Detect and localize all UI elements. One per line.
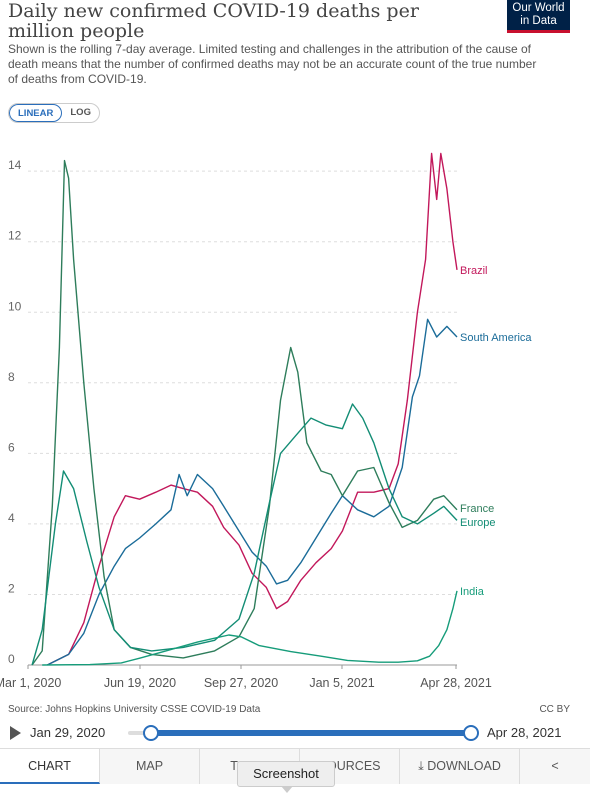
y-tick-label: 0 [8,652,15,666]
series-line-europe [31,403,458,666]
share-icon: < [551,759,559,773]
log-scale-button[interactable]: LOG [70,107,91,118]
download-label: DOWNLOAD [427,759,501,773]
linear-scale-button[interactable]: LINEAR [9,104,63,122]
chart-title: Daily new confirmed COVID-19 deaths per … [8,0,419,42]
x-tick-label: Apr 28, 2021 [420,676,492,690]
owid-logo[interactable]: Our World in Data [507,0,570,33]
share-button[interactable]: < [519,749,590,784]
license-badge[interactable]: CC BY [539,704,570,715]
source-note[interactable]: Source: Johns Hopkins University CSSE CO… [8,704,261,715]
download-icon: ⤓ [418,759,428,773]
series-label: India [460,586,485,598]
y-tick-label: 4 [8,511,15,525]
series-line-france [31,159,458,666]
series-label: Europe [460,517,495,529]
chart-subtitle: Shown is the rolling 7-day average. Limi… [8,42,537,86]
series-label: South America [460,332,532,344]
series-line-india [42,590,458,666]
timeline-start-label: Jan 29, 2020 [30,725,106,740]
x-tick-label: Sep 27, 2020 [204,676,278,690]
y-tick-label: 8 [8,370,15,384]
series-line-brazil [46,152,458,666]
timeline-slider[interactable]: Jan 29, 2020 Apr 28, 2021 [0,720,590,744]
timeline-end-label: Apr 28, 2021 [487,725,562,740]
y-tick-label: 14 [8,158,22,172]
play-icon[interactable] [10,726,21,740]
line-chart[interactable]: 0 2 4 6 8 10 12 14 Mar 1, 2020 Jun 19, 2020 Sep 27… [0,140,590,700]
series-line-south-america [46,318,458,666]
y-tick-label: 10 [8,299,22,313]
series-label: Brazil [460,265,488,277]
tab-download[interactable]: ⤓ DOWNLOAD [400,749,520,784]
x-tick-label: Mar 1, 2020 [0,676,61,690]
screenshot-tooltip: Screenshot [237,761,335,793]
y-tick-label: 2 [8,581,15,595]
logo-line-2: in Data [520,15,557,27]
y-tick-label: 6 [8,440,15,454]
scale-toggle[interactable]: LINEAR LOG [8,103,100,123]
timeline-range-fill[interactable] [150,730,471,736]
series-label: France [460,503,494,515]
y-tick-label: 12 [8,229,22,243]
tab-chart[interactable]: CHART [0,749,101,784]
logo-line-1: Our World [512,2,565,14]
x-tick-label: Jun 19, 2020 [104,676,176,690]
timeline-start-handle[interactable] [143,725,159,741]
x-tick-label: Jan 5, 2021 [309,676,374,690]
timeline-end-handle[interactable] [463,725,479,741]
tab-map[interactable]: MAP [100,749,201,784]
